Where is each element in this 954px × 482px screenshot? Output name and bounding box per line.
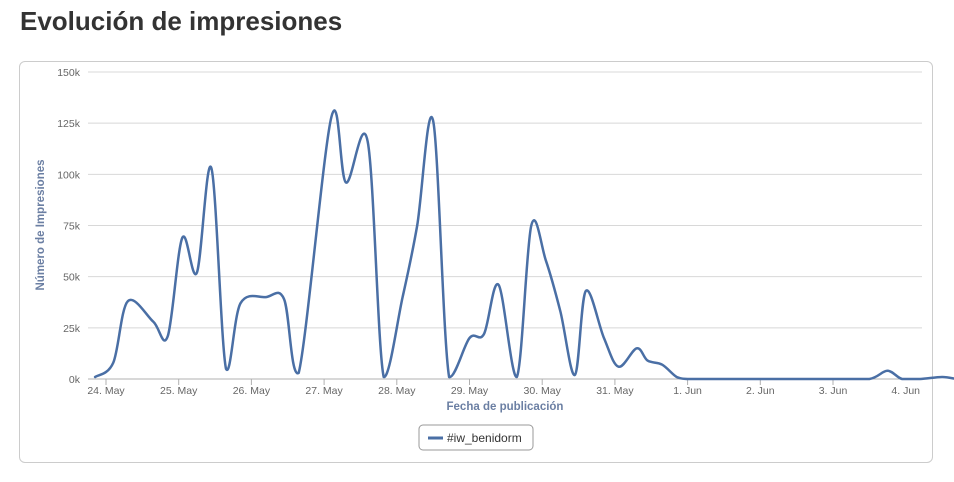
- grid-lines: [88, 71, 922, 380]
- data-point[interactable]: [633, 344, 641, 352]
- data-point[interactable]: [785, 375, 793, 383]
- data-point[interactable]: [399, 293, 407, 301]
- data-point[interactable]: [938, 373, 946, 381]
- x-tick-label: 25. May: [160, 385, 198, 397]
- data-point[interactable]: [466, 334, 474, 342]
- y-axis-ticks: 0k 25k 50k 75k 100k 125k 150k: [57, 67, 81, 386]
- y-tick-label: 75k: [63, 221, 81, 233]
- data-point[interactable]: [615, 363, 623, 371]
- x-tick-label: 29. May: [451, 385, 489, 397]
- x-axis-title: Fecha de publicación: [447, 401, 564, 413]
- data-point[interactable]: [149, 318, 157, 326]
- y-tick-label: 100k: [57, 169, 81, 181]
- x-tick-label: 2. Jun: [746, 385, 775, 397]
- data-point[interactable]: [513, 373, 521, 381]
- data-point[interactable]: [413, 222, 421, 230]
- data-point[interactable]: [222, 365, 230, 373]
- x-tick-label: 28. May: [378, 385, 416, 397]
- data-point[interactable]: [237, 299, 245, 307]
- x-tick-label: 4. Jun: [891, 385, 920, 397]
- data-point[interactable]: [865, 375, 873, 383]
- x-tick-label: 31. May: [596, 385, 634, 397]
- legend-box[interactable]: [418, 424, 534, 451]
- data-point[interactable]: [571, 371, 579, 379]
- data-point[interactable]: [916, 375, 924, 383]
- x-tick-label: 27. May: [305, 385, 343, 397]
- data-point[interactable]: [207, 164, 215, 172]
- data-point[interactable]: [684, 375, 692, 383]
- data-point[interactable]: [527, 222, 535, 230]
- data-point[interactable]: [829, 375, 837, 383]
- y-tick-label: 0k: [69, 374, 81, 386]
- data-point[interactable]: [756, 375, 764, 383]
- data-point[interactable]: [445, 373, 453, 381]
- data-point[interactable]: [124, 297, 132, 305]
- data-point[interactable]: [600, 334, 608, 342]
- data-point[interactable]: [480, 330, 488, 338]
- chart-panel: [19, 61, 933, 463]
- y-tick-label: 125k: [57, 118, 81, 130]
- data-point[interactable]: [429, 117, 437, 125]
- data-point[interactable]: [556, 308, 564, 316]
- legend[interactable]: #iw_benidorm: [418, 424, 534, 451]
- series-line[interactable]: [93, 109, 954, 381]
- data-point[interactable]: [745, 375, 753, 383]
- x-tick-label: 24. May: [87, 385, 125, 397]
- data-point[interactable]: [178, 234, 186, 242]
- data-point[interactable]: [495, 281, 503, 289]
- data-point[interactable]: [898, 375, 906, 383]
- series-layer: [91, 109, 954, 383]
- data-point[interactable]: [673, 373, 681, 381]
- x-tick-label: 3. Jun: [819, 385, 848, 397]
- data-point[interactable]: [658, 361, 666, 369]
- data-point[interactable]: [582, 287, 590, 295]
- page-title: Evolución de impresiones: [20, 6, 343, 36]
- data-point[interactable]: [380, 373, 388, 381]
- data-point[interactable]: [193, 269, 201, 277]
- data-point[interactable]: [702, 375, 710, 383]
- y-tick-label: 25k: [63, 323, 81, 335]
- data-point[interactable]: [295, 369, 303, 377]
- data-point[interactable]: [342, 179, 350, 187]
- data-point[interactable]: [716, 375, 724, 383]
- data-point[interactable]: [644, 357, 652, 365]
- legend-label: #iw_benidorm: [447, 431, 522, 445]
- y-tick-label: 50k: [63, 272, 81, 284]
- x-tick-label: 30. May: [524, 385, 562, 397]
- data-point[interactable]: [364, 138, 372, 146]
- data-point[interactable]: [280, 295, 288, 303]
- y-axis-title: Número de Impresiones: [35, 159, 47, 290]
- x-axis: 24. May 25. May 26. May 27. May 28. May 29. M…: [87, 379, 920, 397]
- data-point[interactable]: [731, 375, 739, 383]
- data-point[interactable]: [542, 256, 550, 264]
- data-point[interactable]: [109, 359, 117, 367]
- y-tick-label: 150k: [57, 67, 81, 79]
- data-point[interactable]: [884, 367, 892, 375]
- data-point[interactable]: [164, 332, 172, 340]
- data-point[interactable]: [262, 293, 270, 301]
- x-tick-label: 26. May: [233, 385, 271, 397]
- data-point[interactable]: [91, 373, 99, 381]
- x-tick-label: 1. Jun: [673, 385, 702, 397]
- data-point[interactable]: [327, 113, 335, 121]
